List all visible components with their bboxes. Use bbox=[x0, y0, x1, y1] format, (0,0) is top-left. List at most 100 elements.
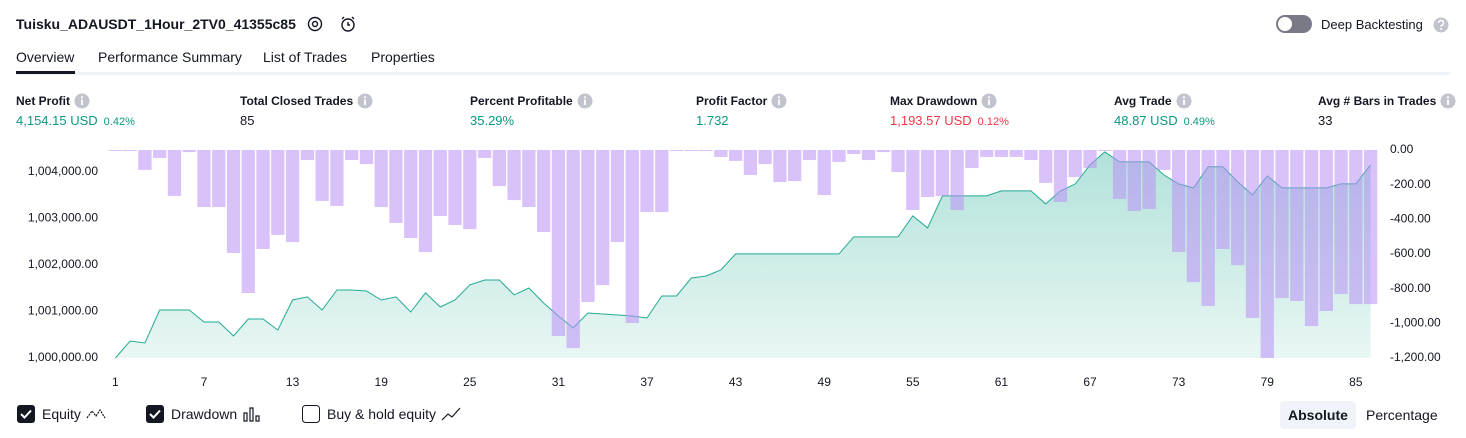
drawdown-bar bbox=[1216, 150, 1230, 249]
metric-number: 1.732 bbox=[696, 113, 729, 128]
drawdown-bar bbox=[1142, 150, 1156, 209]
drawdown-bar bbox=[773, 150, 787, 183]
drawdown-bar bbox=[551, 150, 566, 336]
y-tick-label: 1,004,000.00 bbox=[28, 164, 98, 178]
x-tick-label: 13 bbox=[286, 375, 300, 389]
y2-tick-label: -400.00 bbox=[1390, 212, 1431, 226]
checkbox-box bbox=[146, 405, 164, 423]
info-icon[interactable] bbox=[74, 93, 90, 109]
deep-backtesting-label: Deep Backtesting bbox=[1321, 17, 1423, 32]
drawdown-bar bbox=[1319, 150, 1333, 312]
info-icon[interactable] bbox=[1176, 93, 1192, 109]
drawdown-bar bbox=[536, 150, 551, 232]
drawdown-bar bbox=[994, 150, 1009, 157]
legend-glyph bbox=[86, 408, 106, 419]
tab[interactable]: Overview bbox=[16, 49, 75, 65]
legend-glyph bbox=[441, 407, 461, 421]
help-icon[interactable] bbox=[1433, 17, 1449, 33]
drawdown-bar bbox=[1112, 150, 1127, 200]
drawdown-bar bbox=[433, 150, 447, 217]
drawdown-bar bbox=[492, 150, 506, 187]
drawdown-bar bbox=[847, 150, 861, 154]
drawdown-bar bbox=[581, 150, 595, 303]
tab[interactable]: Properties bbox=[371, 49, 435, 65]
checkbox[interactable] bbox=[145, 404, 165, 424]
info-dot bbox=[363, 96, 367, 99]
y2-tick-label: -200.00 bbox=[1390, 177, 1431, 191]
x-tick-label: 31 bbox=[552, 375, 566, 389]
drawdown-bar bbox=[271, 150, 285, 235]
drawdown-bar bbox=[1334, 150, 1348, 295]
drawdown-bar bbox=[980, 150, 994, 157]
drawdown-bar bbox=[596, 150, 610, 286]
drawdown-bar bbox=[226, 150, 241, 253]
drawdown-bar bbox=[1157, 150, 1171, 170]
info-icon[interactable] bbox=[981, 93, 997, 109]
x-tick-label: 49 bbox=[818, 375, 832, 389]
drawdown-bar bbox=[1083, 150, 1097, 169]
drawdown-bar bbox=[123, 150, 137, 151]
drawdown-bar bbox=[714, 150, 728, 157]
deep-backtesting-toggle[interactable] bbox=[1275, 14, 1315, 34]
legend-label: Buy & hold equity bbox=[327, 406, 436, 422]
checkbox[interactable] bbox=[16, 404, 36, 424]
drawdown-bar bbox=[728, 150, 743, 161]
info-dot bbox=[80, 96, 84, 99]
x-tick-label: 19 bbox=[375, 375, 389, 389]
tab[interactable]: Performance Summary bbox=[98, 49, 242, 65]
drawdown-bar bbox=[1275, 150, 1289, 299]
scale-button[interactable]: Absolute bbox=[1280, 401, 1356, 429]
drawdown-bar bbox=[935, 150, 950, 196]
info-stem bbox=[364, 99, 366, 105]
y2-tick-label: -600.00 bbox=[1390, 246, 1431, 260]
info-icon[interactable] bbox=[771, 93, 787, 109]
drawdown-bar bbox=[345, 150, 359, 161]
drawdown-bar bbox=[477, 150, 492, 158]
y2-tick-label: -800.00 bbox=[1390, 281, 1431, 295]
drawdown-bar bbox=[241, 150, 255, 293]
drawdown-bar bbox=[625, 150, 639, 323]
legend-label: Equity bbox=[42, 406, 81, 422]
drawdown-bar bbox=[1290, 150, 1304, 301]
info-stem bbox=[778, 99, 780, 105]
drawdown-bar bbox=[1363, 150, 1378, 305]
info-icon[interactable] bbox=[577, 93, 593, 109]
drawdown-bar bbox=[1349, 150, 1363, 305]
checkbox[interactable] bbox=[301, 404, 321, 424]
drawdown-bar bbox=[212, 150, 226, 208]
drawdown-bar bbox=[522, 150, 536, 208]
scale-button[interactable]: Percentage bbox=[1366, 407, 1438, 423]
equity-chart: 1,000,000.00 1,001,000.00 1,002,000.00 1,00… bbox=[28, 142, 1441, 389]
drawdown-bar bbox=[418, 150, 433, 253]
drawdown-bar bbox=[197, 150, 211, 208]
drawdown-bar bbox=[610, 150, 625, 243]
y2-tick-label: -1,000.00 bbox=[1390, 316, 1441, 330]
legend-icon bbox=[441, 407, 461, 421]
drawdown-bar bbox=[374, 150, 388, 208]
legend-icon bbox=[243, 407, 260, 422]
drawdown-bar bbox=[330, 150, 344, 206]
drawdown-bar bbox=[448, 150, 462, 226]
metric-number: 4,154.15 USD bbox=[16, 113, 98, 128]
drawdown-bar bbox=[758, 150, 772, 165]
metric-percent: 0.12% bbox=[977, 116, 1009, 128]
y-tick-label: 1,002,000.00 bbox=[28, 257, 98, 271]
settings-icon[interactable] bbox=[307, 16, 323, 32]
info-icon[interactable] bbox=[357, 93, 373, 109]
metric-number: 1,193.57 USD bbox=[890, 113, 972, 128]
checkbox-box bbox=[17, 405, 35, 423]
info-icon[interactable] bbox=[1440, 93, 1456, 109]
drawdown-bar bbox=[108, 150, 123, 151]
drawdown-bar bbox=[389, 150, 403, 223]
tab[interactable]: List of Trades bbox=[263, 49, 348, 65]
alert-icon[interactable] bbox=[341, 16, 355, 32]
drawdown-bar bbox=[315, 150, 329, 201]
drawdown-bar bbox=[1024, 150, 1038, 161]
header-icons bbox=[307, 16, 355, 32]
drawdown-bar bbox=[300, 150, 315, 161]
tab-divider bbox=[16, 72, 1450, 75]
info-dot bbox=[1182, 96, 1186, 99]
toggle-knob bbox=[1278, 17, 1292, 31]
metric-value: 4,154.15 USD 0.42% bbox=[16, 113, 135, 128]
metric-label: Net Profit bbox=[16, 94, 70, 108]
